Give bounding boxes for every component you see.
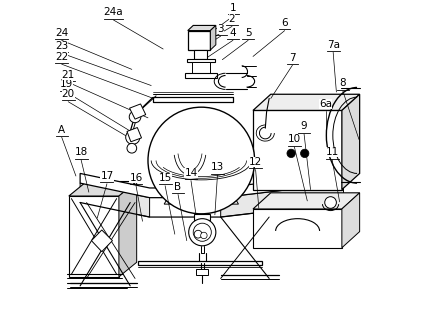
Text: 6: 6 bbox=[281, 18, 288, 28]
Polygon shape bbox=[188, 25, 216, 31]
Polygon shape bbox=[80, 183, 150, 217]
Text: 6a: 6a bbox=[319, 99, 332, 109]
Text: 2: 2 bbox=[229, 14, 235, 24]
Circle shape bbox=[148, 107, 254, 214]
Circle shape bbox=[200, 232, 207, 239]
Polygon shape bbox=[342, 94, 360, 190]
Text: 24a: 24a bbox=[103, 7, 123, 17]
Polygon shape bbox=[342, 193, 360, 248]
Text: 23: 23 bbox=[55, 41, 68, 51]
Text: 17: 17 bbox=[100, 171, 114, 181]
Circle shape bbox=[194, 230, 202, 238]
Text: 9: 9 bbox=[301, 121, 307, 131]
Text: 13: 13 bbox=[211, 162, 224, 172]
Polygon shape bbox=[194, 50, 207, 59]
Circle shape bbox=[129, 111, 141, 123]
Polygon shape bbox=[119, 182, 137, 277]
Polygon shape bbox=[253, 209, 342, 248]
Polygon shape bbox=[253, 111, 342, 190]
Text: A: A bbox=[58, 125, 65, 135]
Polygon shape bbox=[69, 196, 119, 277]
Polygon shape bbox=[138, 261, 262, 265]
Text: 4: 4 bbox=[230, 28, 236, 38]
Text: 12: 12 bbox=[249, 157, 262, 167]
Text: 18: 18 bbox=[74, 147, 88, 157]
Polygon shape bbox=[187, 59, 215, 62]
Polygon shape bbox=[194, 214, 210, 220]
Circle shape bbox=[325, 197, 336, 208]
Text: 19: 19 bbox=[60, 80, 73, 89]
Circle shape bbox=[126, 130, 140, 144]
Polygon shape bbox=[213, 183, 238, 204]
Text: 3: 3 bbox=[217, 23, 224, 34]
Polygon shape bbox=[164, 183, 190, 204]
Polygon shape bbox=[210, 25, 216, 50]
Polygon shape bbox=[253, 193, 360, 209]
Polygon shape bbox=[127, 127, 141, 142]
Circle shape bbox=[193, 223, 211, 241]
Polygon shape bbox=[221, 183, 344, 217]
Text: 8: 8 bbox=[340, 79, 346, 88]
Polygon shape bbox=[253, 94, 360, 111]
Text: B: B bbox=[174, 182, 181, 192]
Circle shape bbox=[127, 143, 137, 153]
Text: 24: 24 bbox=[55, 28, 68, 38]
Polygon shape bbox=[80, 173, 344, 198]
Circle shape bbox=[189, 219, 216, 246]
Polygon shape bbox=[92, 230, 112, 252]
Text: 5: 5 bbox=[245, 28, 252, 38]
Text: 20: 20 bbox=[62, 89, 75, 99]
Text: 14: 14 bbox=[184, 168, 197, 178]
Circle shape bbox=[287, 149, 295, 157]
Text: 11: 11 bbox=[325, 147, 339, 157]
Text: 22: 22 bbox=[55, 52, 68, 62]
Polygon shape bbox=[188, 31, 210, 50]
Text: 15: 15 bbox=[159, 173, 172, 183]
Polygon shape bbox=[130, 104, 146, 119]
Polygon shape bbox=[197, 269, 208, 275]
Polygon shape bbox=[185, 73, 217, 78]
Text: 1: 1 bbox=[230, 3, 237, 13]
Circle shape bbox=[300, 149, 309, 157]
Text: 21: 21 bbox=[62, 70, 75, 80]
Text: 16: 16 bbox=[130, 173, 143, 183]
Text: 7a: 7a bbox=[327, 40, 340, 50]
Text: 10: 10 bbox=[288, 134, 301, 144]
Polygon shape bbox=[192, 62, 210, 73]
Polygon shape bbox=[69, 182, 137, 196]
Text: 7: 7 bbox=[289, 52, 296, 63]
